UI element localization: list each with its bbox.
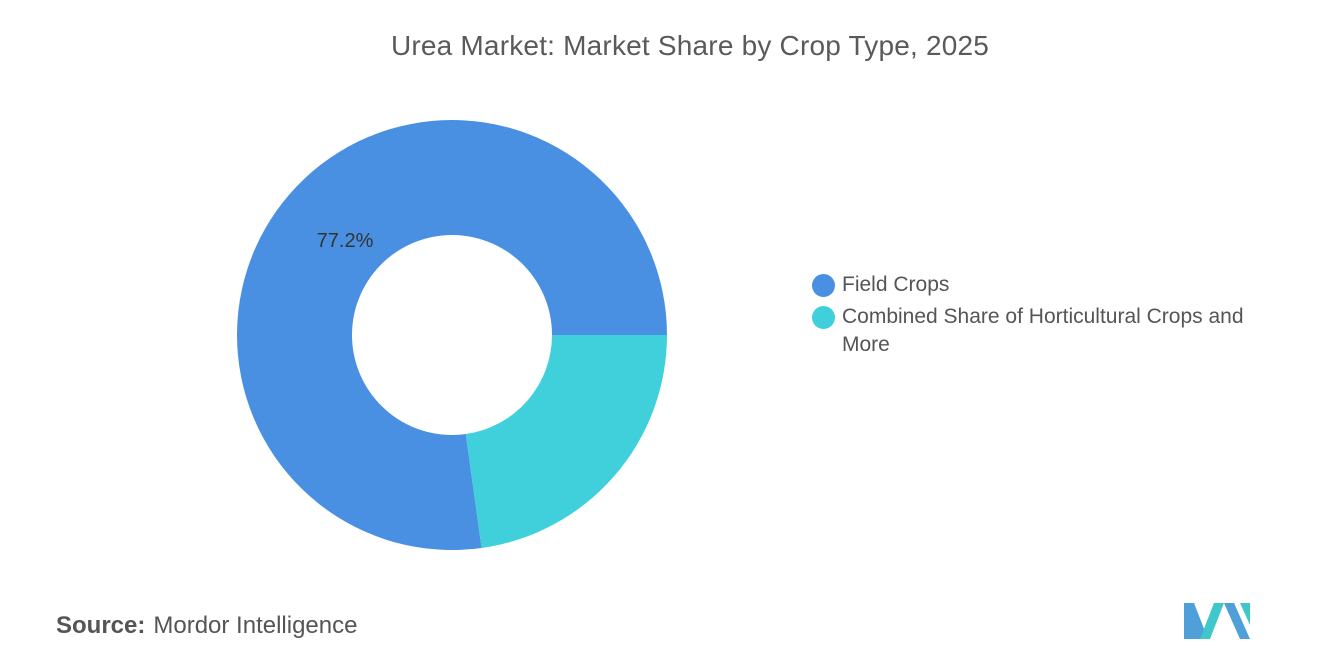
legend-label-horticultural-crops: Combined Share of Horticultural Crops an… bbox=[842, 305, 1244, 356]
legend-swatch-field-crops bbox=[812, 274, 835, 297]
donut-slice-1 bbox=[465, 335, 667, 548]
legend-item-horticultural-crops: Combined Share of Horticultural Crops an… bbox=[812, 303, 1292, 359]
legend-item-field-crops: Field Crops bbox=[812, 271, 1292, 299]
donut-slice-0 bbox=[237, 119, 668, 551]
logo-right-bar bbox=[1240, 603, 1250, 625]
logo-mid-stroke bbox=[1200, 603, 1224, 639]
source-label: Source: bbox=[56, 612, 146, 639]
source-text: Mordor Intelligence bbox=[153, 612, 358, 639]
legend-label-field-crops: Field Crops bbox=[842, 273, 950, 296]
legend-swatch-horticultural-crops bbox=[812, 306, 835, 329]
source-line: Source: Mordor Intelligence bbox=[56, 612, 357, 640]
chart-title: Urea Market: Market Share by Crop Type, … bbox=[390, 30, 990, 61]
logo-left-stroke bbox=[1184, 603, 1208, 639]
logo-right-stroke bbox=[1224, 603, 1250, 639]
chart-legend: Field Crops Combined Share of Horticultu… bbox=[812, 271, 1292, 363]
mordor-intelligence-logo bbox=[1184, 603, 1250, 639]
slice-label-field-crops: 77.2% bbox=[317, 230, 374, 252]
